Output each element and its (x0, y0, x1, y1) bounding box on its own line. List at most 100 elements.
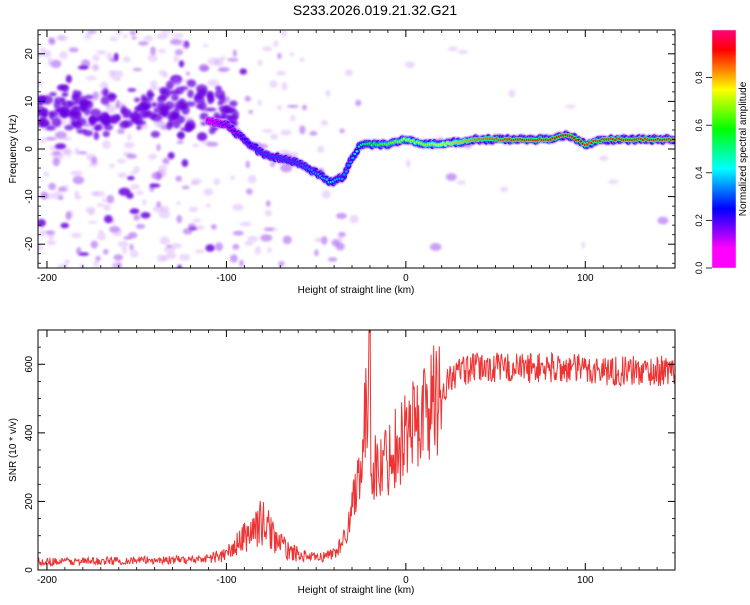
snr-x-axis-label: Height of straight line (km) (298, 585, 415, 596)
heatmap-noise-cell (181, 159, 189, 168)
heatmap-noise-cell (185, 71, 191, 76)
heatmap-noise-cell (281, 82, 288, 91)
heatmap-band-cell (158, 95, 167, 100)
heatmap-noise-cell (429, 243, 442, 251)
figure-title: S233.2026.019.21.32.G21 (293, 2, 457, 18)
heatmap-noise-cell (112, 70, 124, 78)
heatmap-noise-cell (158, 209, 171, 219)
heatmap-noise-cell (190, 180, 199, 186)
heatmap-noise-cell (181, 185, 190, 190)
heatmap-noise-cell (40, 191, 48, 200)
heatmap-noise-cell (61, 92, 69, 97)
heatmap-band-cell (156, 101, 166, 110)
ridge-core (247, 142, 251, 145)
heatmap-noise-cell (87, 220, 98, 224)
heatmap-noise-cell (195, 249, 205, 254)
heatmap-band-cell (136, 124, 142, 131)
heatmap-noise-cell (270, 133, 279, 140)
heatmap-noise-cell (232, 230, 244, 236)
heatmap-band-cell (167, 110, 178, 121)
heatmap-noise-cell (149, 183, 161, 188)
heatmap-noise-cell (608, 179, 619, 185)
heatmap-noise-cell (262, 46, 273, 52)
heatmap-noise-cell (138, 41, 149, 46)
heatmap-noise-cell (102, 248, 109, 255)
heatmap-noise-cell (129, 208, 140, 215)
ridge-core (353, 152, 357, 156)
heatmap-band-cell (132, 116, 139, 124)
heatmap-noise-cell (93, 190, 106, 197)
heatmap-x-tick-label: 100 (577, 273, 594, 284)
heatmap-noise-cell (289, 52, 295, 57)
heatmap-noise-cell (176, 215, 183, 224)
heatmap-noise-cell (314, 237, 323, 243)
heatmap-noise-cell (320, 120, 329, 126)
heatmap-noise-cell (112, 227, 122, 237)
heatmap-noise-cell (72, 175, 85, 185)
heatmap-band-cell (93, 131, 99, 141)
heatmap-noise-cell (117, 128, 125, 135)
heatmap-noise-cell (70, 170, 83, 177)
heatmap-noise-cell (173, 54, 179, 63)
heatmap-band-cell (58, 84, 69, 90)
colorbar-tick-label: 0.8 (694, 71, 704, 84)
heatmap-noise-cell (299, 57, 305, 62)
heatmap-noise-cell (124, 141, 135, 149)
ridge-core (340, 177, 344, 181)
heatmap-noise-cell (99, 81, 109, 90)
heatmap-noise-cell (244, 95, 251, 102)
heatmap-noise-cell (52, 157, 60, 167)
colorbar-gradient (712, 30, 736, 268)
heatmap-band-cell (133, 97, 141, 103)
heatmap-noise-cell (127, 133, 132, 141)
heatmap-noise-cell (299, 125, 306, 135)
heatmap-y-tick-label: 10 (24, 95, 35, 107)
heatmap-noise-cell (102, 197, 107, 203)
heatmap-band-cell (197, 88, 209, 96)
heatmap-noise-cell (265, 200, 271, 207)
heatmap-noise-cell (96, 50, 107, 55)
heatmap-noise-cell (133, 214, 140, 221)
heatmap-band-cell (151, 101, 158, 108)
heatmap-noise-cell (355, 99, 362, 107)
heatmap-noise-cell (320, 236, 328, 245)
heatmap-noise-cell (68, 47, 79, 53)
heatmap-band-cell (38, 95, 46, 105)
heatmap-band-cell (38, 110, 42, 117)
heatmap-noise-cell (106, 194, 115, 204)
heatmap-noise-cell (202, 43, 209, 48)
heatmap-noise-cell (126, 192, 134, 199)
heatmap-band-cell (195, 103, 204, 110)
heatmap-band-cell (165, 80, 174, 90)
heatmap-band-cell (72, 105, 82, 112)
heatmap-noise-cell (142, 199, 147, 206)
heatmap-band-cell (39, 120, 50, 127)
heatmap-noise-cell (60, 222, 70, 229)
heatmap-noise-cell (257, 59, 263, 67)
heatmap-noise-cell (179, 254, 191, 261)
heatmap-band-cell (70, 110, 77, 115)
heatmap-band-cell (102, 130, 110, 138)
heatmap-band-cell (150, 113, 163, 122)
heatmap-noise-cell (317, 145, 325, 153)
heatmap-band-cell (48, 111, 55, 121)
heatmap-noise-cell (162, 157, 170, 165)
snr-panel: -200 -100 0 100 0 200 400 600 Height of straig… (8, 329, 676, 596)
colorbar-frame (711, 29, 737, 269)
snr-x-tick-label: 100 (577, 575, 594, 586)
heatmap-noise-cell (273, 40, 279, 47)
heatmap-noise-cell (147, 54, 158, 62)
heatmap-noise-cell (599, 155, 609, 161)
heatmap-noise-cell (85, 75, 97, 81)
heatmap-noise-cell (59, 51, 68, 60)
heatmap-noise-cell (327, 257, 338, 262)
heatmap-noise-cell (96, 203, 105, 207)
heatmap-band-cell (227, 115, 239, 120)
heatmap-noise-cell (290, 115, 296, 122)
heatmap-noise-cell (117, 158, 127, 164)
heatmap-noise-cell (103, 215, 113, 224)
heatmap-noise-cell (109, 163, 115, 169)
heatmap-noise-cell (127, 175, 135, 181)
